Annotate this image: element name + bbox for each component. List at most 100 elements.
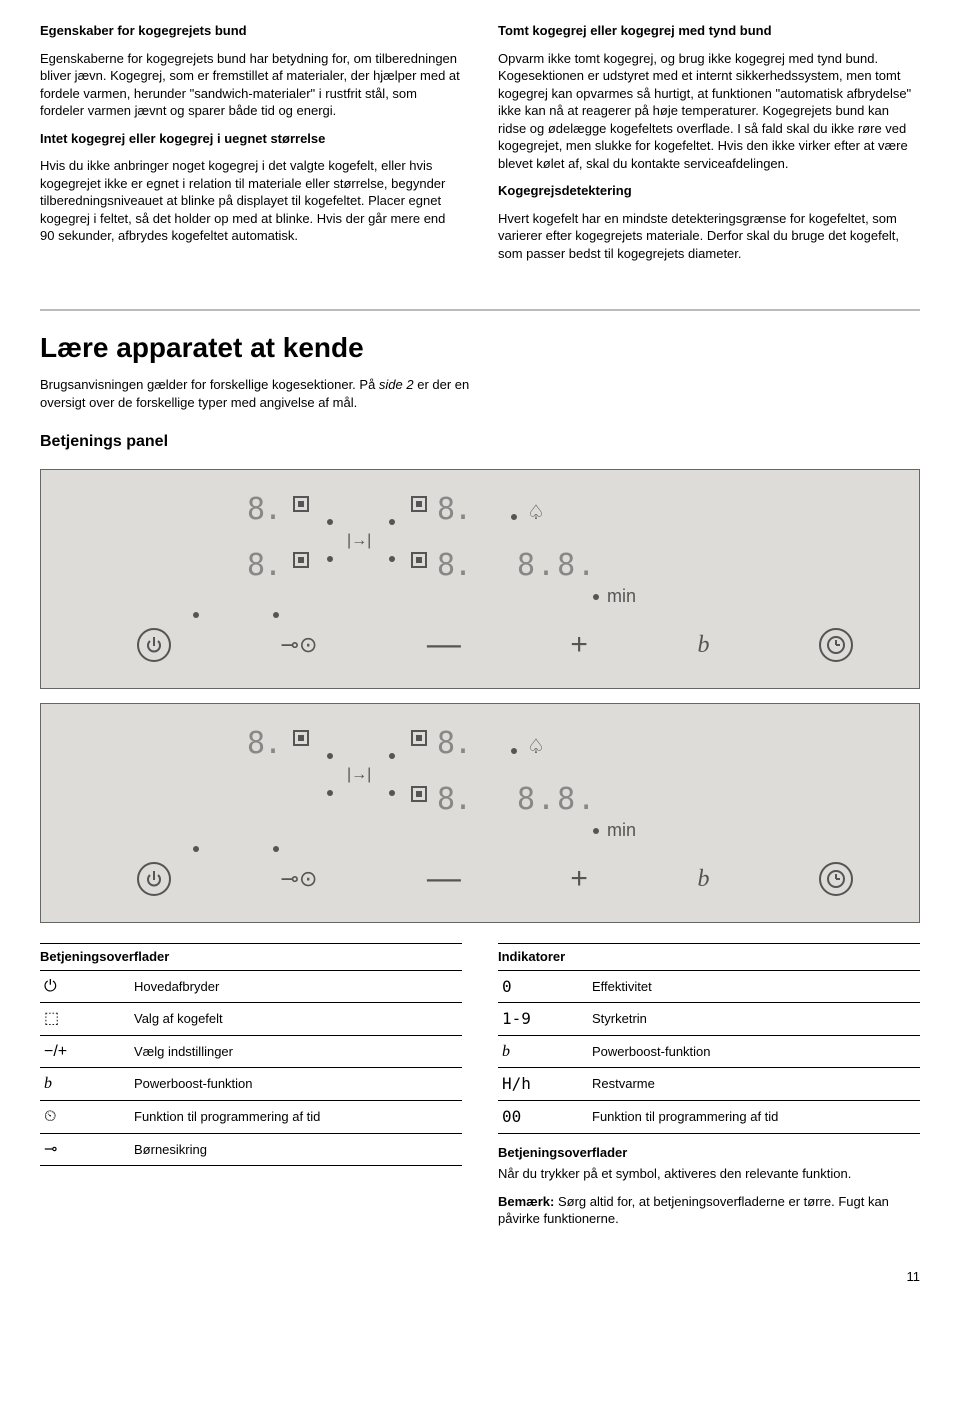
indicators-legend-title: Indikatorer xyxy=(498,943,920,971)
table-row: 1-9Styrketrin xyxy=(498,1003,920,1036)
indicator-dot xyxy=(273,846,279,852)
desc-cell: Valg af kogefelt xyxy=(130,1003,462,1036)
indicator-dot xyxy=(389,519,395,525)
timer-button-icon xyxy=(819,862,853,896)
power-button-icon xyxy=(137,862,171,896)
seg-display: 8. xyxy=(247,724,281,765)
intro-text-1: Brugsanvisningen gælder for forskellige … xyxy=(40,377,379,392)
intro-text-italic: side 2 xyxy=(379,377,414,392)
zone-selector-icon xyxy=(293,730,309,746)
desc-cell: Restvarme xyxy=(588,1068,920,1101)
seg-display: 8. xyxy=(437,724,471,765)
table-row: ⏲Funktion til programmering af tid xyxy=(40,1100,462,1133)
seg-display: 8. xyxy=(437,490,471,531)
symbol-cell: b xyxy=(498,1035,588,1068)
plus-icon: + xyxy=(570,859,588,900)
zone-selector-icon xyxy=(293,552,309,568)
bridge-arrow-icon: |→| xyxy=(347,764,371,786)
indicator-dot xyxy=(327,790,333,796)
seg-display: 8. xyxy=(247,490,281,531)
alarm-icon: ♤ xyxy=(527,500,545,527)
indicator-dot xyxy=(327,519,333,525)
indicator-dot xyxy=(327,753,333,759)
desc-cell: Effektivitet xyxy=(588,971,920,1003)
left-column: Egenskaber for kogegrejets bund Egenskab… xyxy=(40,22,462,273)
indicator-dot xyxy=(193,612,199,618)
power-button-icon xyxy=(137,628,171,662)
table-row: bPowerboost-funktion xyxy=(498,1035,920,1068)
indicators-legend-column: Indikatorer 0Effektivitet 1-9Styrketrin … xyxy=(498,943,920,1238)
indicator-dot xyxy=(193,846,199,852)
desc-cell: Styrketrin xyxy=(588,1003,920,1036)
desc-cell: Børnesikring xyxy=(130,1133,462,1166)
indicator-dot xyxy=(511,514,517,520)
indicator-dot xyxy=(511,748,517,754)
control-row: ⊸⊙ — + b xyxy=(137,856,853,902)
boost-b-icon: b xyxy=(697,629,709,661)
min-label: min xyxy=(607,584,636,608)
control-panel-4zone: 8. 8. |→| 8. 8. 8.8. ♤ min xyxy=(40,469,920,689)
zone-selector-icon xyxy=(411,496,427,512)
desc-cell: Hovedafbryder xyxy=(130,971,462,1003)
section-divider xyxy=(40,309,920,311)
zone-selector-icon xyxy=(411,730,427,746)
table-row: ⏻Hovedafbryder xyxy=(40,971,462,1003)
seg-display: 8. xyxy=(437,546,471,587)
symbol-cell: ⬚ xyxy=(40,1003,130,1036)
indicator-dot xyxy=(389,790,395,796)
zone-selector-icon xyxy=(411,552,427,568)
panel-subheading: Betjenings panel xyxy=(40,431,920,453)
left-para-2: Hvis du ikke anbringer noget kogegrej i … xyxy=(40,157,462,245)
indicator-dot xyxy=(389,753,395,759)
desc-cell: Powerboost-funktion xyxy=(130,1068,462,1101)
left-heading-2: Intet kogegrej eller kogegrej i uegnet s… xyxy=(40,130,462,148)
seg-display: 8. xyxy=(437,780,471,821)
desc-cell: Funktion til programmering af tid xyxy=(588,1100,920,1133)
table-row: H/hRestvarme xyxy=(498,1068,920,1101)
legend-tables: Betjeningsoverflader ⏻Hovedafbryder ⬚Val… xyxy=(40,943,920,1238)
notes-p1: Når du trykker på et symbol, aktiveres d… xyxy=(498,1165,920,1183)
timer-button-icon xyxy=(819,628,853,662)
symbol-cell: 0 xyxy=(498,971,588,1003)
notes-block: Betjeningsoverflader Når du trykker på e… xyxy=(498,1144,920,1228)
alarm-icon: ♤ xyxy=(527,734,545,761)
indicator-dot xyxy=(593,594,599,600)
top-columns: Egenskaber for kogegrejets bund Egenskab… xyxy=(40,22,920,273)
control-row: ⊸⊙ — + b xyxy=(137,622,853,668)
seg-display: 8. xyxy=(247,546,281,587)
bridge-arrow-icon: |→| xyxy=(347,530,371,552)
table-row: −/+Vælg indstillinger xyxy=(40,1035,462,1068)
key-lock-icon: ⊸⊙ xyxy=(281,864,318,894)
notes-p2: Bemærk: Sørg altid for, at betjeningsove… xyxy=(498,1193,920,1228)
indicator-dot xyxy=(389,556,395,562)
symbol-cell: 00 xyxy=(498,1100,588,1133)
page-number: 11 xyxy=(40,1268,920,1286)
table-row: 0Effektivitet xyxy=(498,971,920,1003)
minus-icon: — xyxy=(427,856,461,902)
indicator-dot xyxy=(327,556,333,562)
table-row: ⊸Børnesikring xyxy=(40,1133,462,1166)
timer-display: 8.8. xyxy=(517,546,597,587)
right-column: Tomt kogegrej eller kogegrej med tynd bu… xyxy=(498,22,920,273)
controls-legend-column: Betjeningsoverflader ⏻Hovedafbryder ⬚Val… xyxy=(40,943,462,1238)
symbol-cell: b xyxy=(40,1068,130,1101)
indicator-dot xyxy=(273,612,279,618)
control-panel-3zone: 8. 8. |→| 8. 8.8. ♤ min xyxy=(40,703,920,923)
section-title: Lære apparatet at kende xyxy=(40,329,920,367)
timer-display: 8.8. xyxy=(517,780,597,821)
controls-legend-title: Betjeningsoverflader xyxy=(40,943,462,971)
zone-selector-icon xyxy=(293,496,309,512)
left-para-1: Egenskaberne for kogegrejets bund har be… xyxy=(40,50,462,120)
table-row: 00Funktion til programmering af tid xyxy=(498,1100,920,1133)
table-row: ⬚Valg af kogefelt xyxy=(40,1003,462,1036)
right-para-1: Opvarm ikke tomt kogegrej, og brug ikke … xyxy=(498,50,920,173)
minus-icon: — xyxy=(427,622,461,668)
plus-icon: + xyxy=(570,625,588,666)
symbol-cell: ⏲ xyxy=(40,1100,130,1133)
boost-b-icon: b xyxy=(697,863,709,895)
desc-cell: Vælg indstillinger xyxy=(130,1035,462,1068)
notes-lead: Bemærk: xyxy=(498,1194,558,1209)
notes-heading: Betjeningsoverflader xyxy=(498,1144,920,1162)
min-label: min xyxy=(607,818,636,842)
symbol-cell: −/+ xyxy=(40,1035,130,1068)
